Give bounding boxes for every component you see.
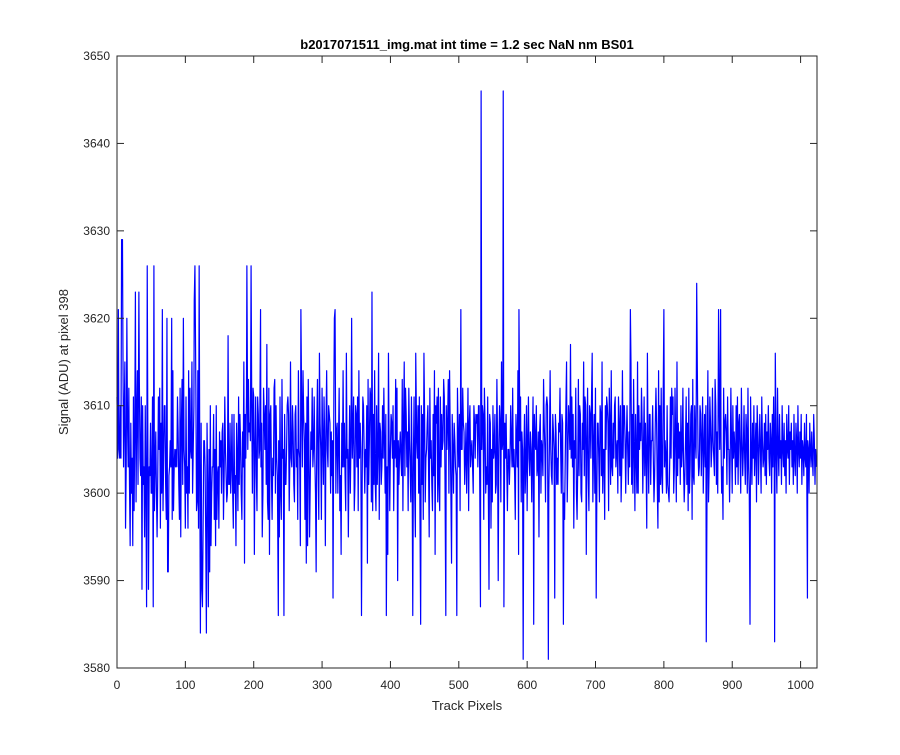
x-axis-label: Track Pixels xyxy=(432,698,503,713)
y-tick-label: 3650 xyxy=(83,49,110,63)
x-tick-label: 800 xyxy=(654,678,674,692)
y-tick-label: 3640 xyxy=(83,136,110,150)
y-tick-label: 3620 xyxy=(83,311,110,325)
y-tick-label: 3600 xyxy=(83,486,110,500)
x-tick-label: 500 xyxy=(449,678,469,692)
x-tick-label: 200 xyxy=(244,678,264,692)
x-tick-label: 600 xyxy=(517,678,537,692)
axes-box xyxy=(116,55,818,669)
x-tick-label: 0 xyxy=(114,678,121,692)
x-tick-label: 700 xyxy=(586,678,606,692)
series-layer xyxy=(116,90,817,660)
y-axis-label: Signal (ADU) at pixel 398 xyxy=(56,289,71,435)
x-tick-label: 300 xyxy=(312,678,332,692)
plot-area xyxy=(117,56,817,668)
y-axis: 3580 3590 3600 3610 3620 3630 3640 3650 xyxy=(83,49,817,675)
y-tick-label: 3590 xyxy=(83,574,110,588)
x-tick-label: 1000 xyxy=(787,678,814,692)
y-tick-label: 3630 xyxy=(83,224,110,238)
y-tick-label: 3580 xyxy=(83,661,110,675)
x-axis: 0 100 200 300 400 500 600 700 800 900 1000 xyxy=(114,56,814,692)
series-line xyxy=(116,90,817,660)
x-tick-label: 900 xyxy=(722,678,742,692)
x-tick-label: 100 xyxy=(175,678,195,692)
chart-title: b2017071511_img.mat int time = 1.2 sec N… xyxy=(300,37,633,52)
y-tick-label: 3610 xyxy=(83,399,110,413)
x-tick-label: 400 xyxy=(380,678,400,692)
